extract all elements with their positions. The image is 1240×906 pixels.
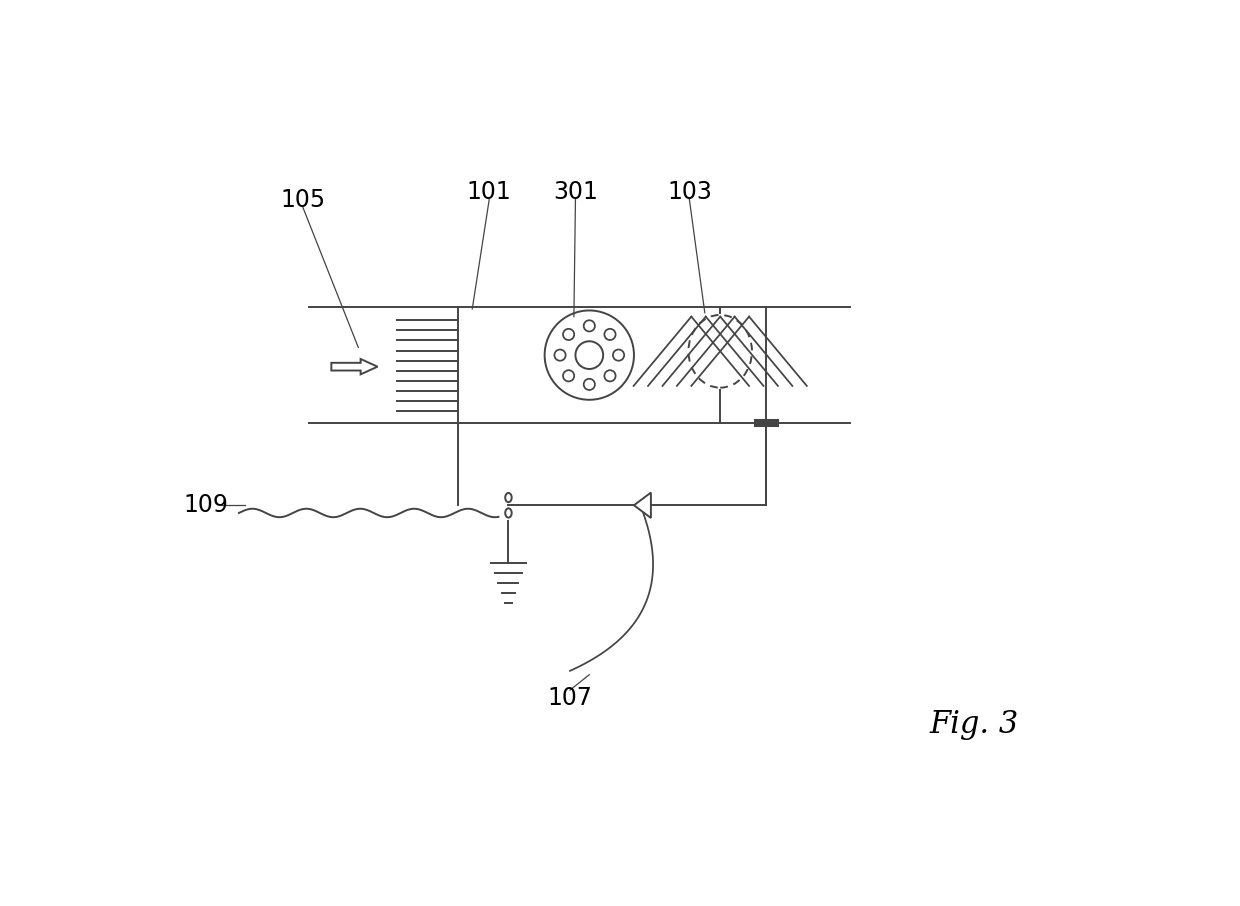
Text: Fig. 3: Fig. 3 (930, 709, 1019, 740)
Text: 107: 107 (548, 686, 593, 709)
Text: 109: 109 (184, 493, 228, 517)
Text: 301: 301 (553, 180, 598, 204)
Text: 103: 103 (667, 180, 712, 204)
Text: 105: 105 (280, 188, 325, 212)
Text: 101: 101 (466, 180, 512, 204)
